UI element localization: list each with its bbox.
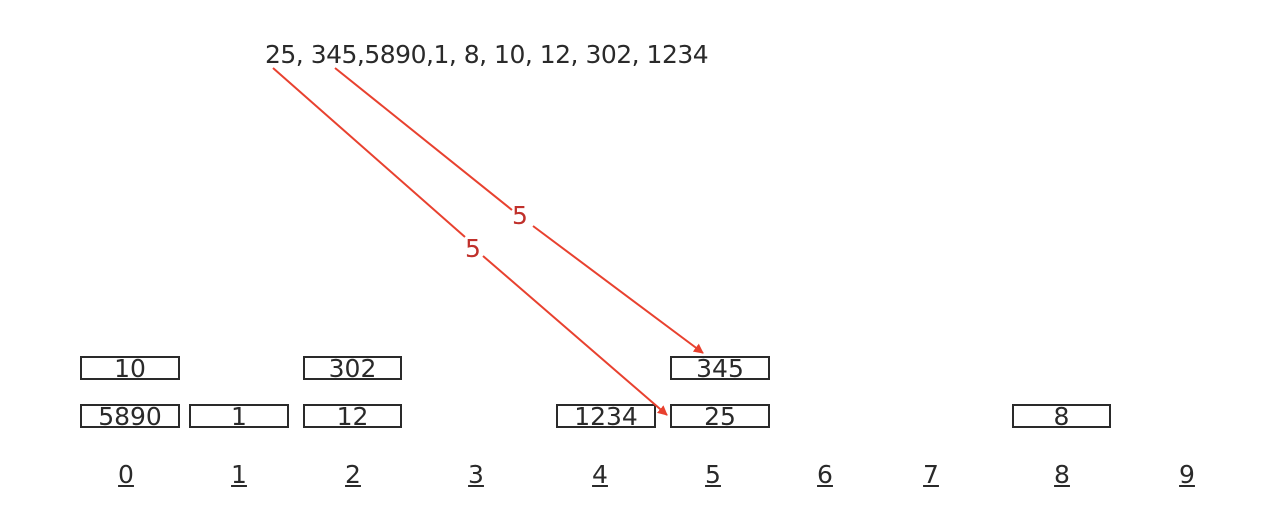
bucket-index-5: 5 xyxy=(705,460,721,489)
bucket-4-bottom-box: 1234 xyxy=(556,404,656,429)
bucket-index-1: 1 xyxy=(231,460,247,489)
bucket-index-9: 9 xyxy=(1179,460,1195,489)
bucket-8-bottom-box: 8 xyxy=(1012,404,1111,429)
bucket-index-3: 3 xyxy=(468,460,484,489)
input-sequence: 25, 345,5890,1, 8, 10, 12, 302, 1234 xyxy=(265,40,709,69)
arrow-25-label: 5 xyxy=(465,234,481,263)
bucket-index-6: 6 xyxy=(817,460,833,489)
arrow-345: 5 xyxy=(334,67,704,354)
arrow-25: 5 xyxy=(272,67,668,416)
bucket-2-bottom-box: 12 xyxy=(303,404,402,429)
bucket-index-2: 2 xyxy=(345,460,361,489)
bucket-0-top-box: 10 xyxy=(80,356,180,381)
bucket-index-4: 4 xyxy=(592,460,608,489)
bucket-index-0: 0 xyxy=(118,460,134,489)
bucket-index-7: 7 xyxy=(923,460,939,489)
bucket-index-8: 8 xyxy=(1054,460,1070,489)
bucket-1-bottom-box: 1 xyxy=(189,404,289,429)
arrow-345-label: 5 xyxy=(512,201,528,230)
bucket-5-bottom-box: 25 xyxy=(670,404,770,429)
bucket-2-top-box: 302 xyxy=(303,356,402,381)
bucket-0-bottom-box: 5890 xyxy=(80,404,180,429)
bucket-5-top-box: 345 xyxy=(670,356,770,381)
